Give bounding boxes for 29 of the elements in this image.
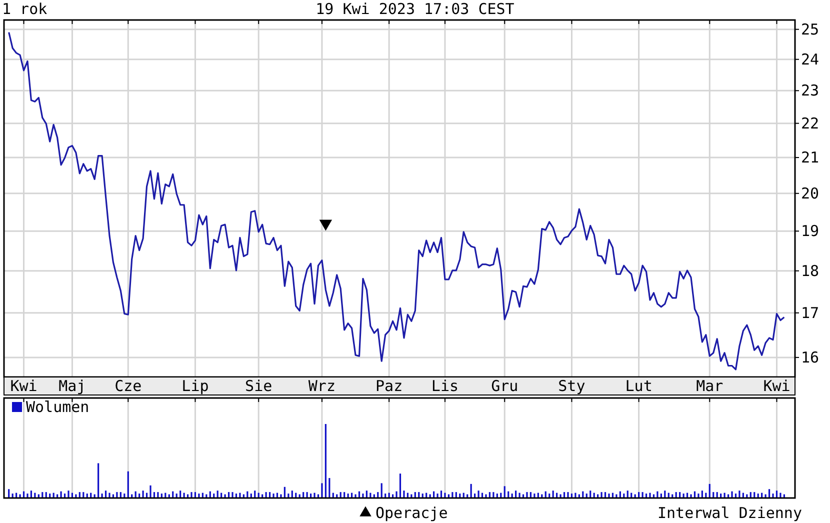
x-tick-label: Mar — [696, 377, 724, 395]
x-tick-label: Lis — [431, 377, 459, 395]
chart-subtitle: 19 Kwi 2023 17:03 CEST — [316, 0, 514, 18]
y-tick-label: 21 — [801, 148, 820, 167]
legend-label: Operacje — [376, 504, 448, 522]
text: Wolumen — [26, 398, 90, 416]
y-tick-label: 20 — [801, 184, 820, 202]
x-tick-label: Sie — [245, 377, 272, 395]
y-tick-label: 17 — [801, 304, 820, 322]
y-tick-label: 23 — [801, 82, 820, 100]
text: Interwal Dzienny — [658, 504, 802, 522]
y-tick-label: 22 — [801, 114, 820, 132]
x-tick-label: Cze — [114, 377, 142, 395]
y-tick-label: 25 — [801, 20, 820, 38]
x-tick-label: Kwi — [763, 377, 790, 395]
x-tick-label: Wrz — [308, 377, 336, 395]
x-tick-label: Gru — [491, 377, 518, 395]
x-tick-label: Maj — [58, 377, 86, 395]
y-tick-label: 24 — [801, 50, 820, 68]
y-tick-label: 19 — [801, 222, 820, 240]
x-tick-label: Paz — [376, 377, 403, 395]
x-tick-label: Lip — [182, 377, 209, 395]
x-tick-label: Sty — [558, 377, 586, 395]
y-tick-label: 16 — [801, 348, 820, 366]
chart-title: 1 rok — [2, 0, 48, 18]
line-series — [8, 31, 785, 370]
x-tick-label: Kwi — [10, 377, 38, 395]
y-tick-label: 18 — [801, 262, 820, 280]
x-tick-label: Lut — [625, 377, 652, 395]
